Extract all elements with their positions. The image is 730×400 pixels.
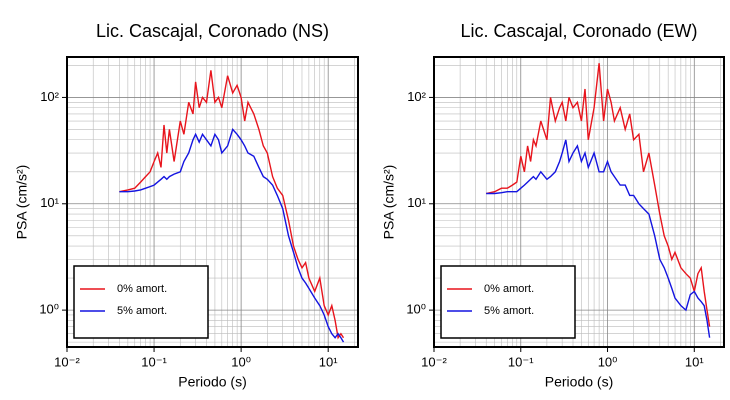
- x-tick-label: 10¹: [685, 354, 704, 369]
- series-line: [486, 139, 711, 338]
- legend-label: 0% amort.: [484, 283, 534, 295]
- y-tick-label: 10⁰: [39, 302, 59, 317]
- legend-box: [440, 265, 576, 339]
- x-tick-label: 10⁻²: [54, 354, 80, 369]
- x-tick-label: 10⁻¹: [141, 354, 167, 369]
- plot-frame: [433, 56, 725, 348]
- y-axis-label: PSA (cm/s²): [14, 165, 30, 240]
- series-line: [119, 128, 345, 343]
- y-tick-label: 10¹: [40, 195, 59, 210]
- plot-frame: [66, 56, 359, 348]
- legend-label: 5% amort.: [484, 305, 534, 317]
- series-line: [486, 63, 711, 327]
- x-axis-label: Periodo (s): [545, 374, 613, 390]
- x-tick-label: 10¹: [319, 354, 338, 369]
- legend-label: 5% amort.: [117, 305, 167, 317]
- series-line: [119, 70, 345, 340]
- chart-title: Lic. Cascajal, Coronado (EW): [460, 21, 697, 41]
- x-tick-label: 10⁰: [231, 354, 251, 369]
- legend-label: 0% amort.: [117, 283, 167, 295]
- chart-title: Lic. Cascajal, Coronado (NS): [96, 21, 329, 41]
- y-tick-label: 10⁰: [406, 302, 426, 317]
- x-tick-label: 10⁻²: [421, 354, 447, 369]
- x-tick-label: 10⁻¹: [508, 354, 534, 369]
- y-tick-label: 10²: [407, 89, 426, 104]
- x-tick-label: 10⁰: [598, 354, 618, 369]
- y-tick-label: 10¹: [407, 195, 426, 210]
- y-tick-label: 10²: [40, 89, 59, 104]
- x-axis-label: Periodo (s): [178, 374, 246, 390]
- y-axis-label: PSA (cm/s²): [381, 165, 397, 240]
- legend-box: [73, 265, 209, 339]
